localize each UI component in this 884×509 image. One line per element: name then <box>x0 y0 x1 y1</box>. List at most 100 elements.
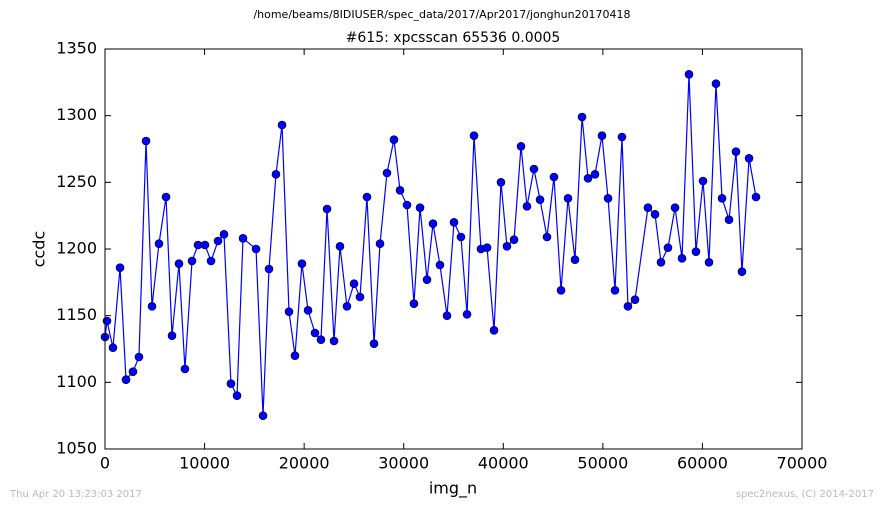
suptitle: /home/beams/8IDIUSER/spec_data/2017/Apr2… <box>253 8 630 21</box>
data-point <box>174 259 184 268</box>
data-point <box>251 244 261 254</box>
data-point <box>663 243 673 252</box>
data-point <box>335 242 345 251</box>
y-tick-label: 1300 <box>56 105 97 124</box>
data-point <box>563 194 573 203</box>
x-tick-label: 70000 <box>777 454 828 473</box>
data-point <box>610 286 620 295</box>
data-point <box>684 70 694 79</box>
data-point <box>219 230 229 239</box>
data-point <box>603 194 613 203</box>
data-point <box>711 79 721 88</box>
x-tick-label: 50000 <box>577 454 628 473</box>
y-tick-label: 1150 <box>56 305 97 324</box>
data-point <box>115 263 125 272</box>
data-point <box>108 343 118 352</box>
data-point <box>284 307 294 316</box>
data-point <box>691 247 701 256</box>
data-point <box>516 142 526 151</box>
data-point <box>744 154 754 163</box>
data-point <box>342 302 352 311</box>
data-point <box>395 186 405 195</box>
data-point <box>422 275 432 284</box>
data-point <box>529 164 539 174</box>
data-point <box>134 352 144 362</box>
data-point <box>535 195 545 204</box>
data-point <box>382 168 392 178</box>
data-point <box>656 258 666 267</box>
data-point <box>670 203 680 212</box>
data-point <box>102 316 112 326</box>
data-point <box>200 240 210 250</box>
data-point <box>226 379 236 388</box>
data-point <box>277 120 287 130</box>
data-point <box>577 112 587 122</box>
data-point <box>623 302 633 311</box>
data-point <box>402 200 412 210</box>
data-point <box>570 255 580 264</box>
data-point <box>213 236 223 246</box>
data-point <box>329 336 339 346</box>
data-point <box>415 203 425 212</box>
data-point <box>206 256 216 266</box>
data-point <box>751 192 761 202</box>
data-point <box>187 256 197 266</box>
x-axis-label: img_n <box>429 479 477 499</box>
data-point <box>290 351 300 360</box>
data-point <box>180 364 190 374</box>
data-point <box>717 194 727 203</box>
data-point <box>442 311 452 320</box>
chart-title: #615: xpcsscan 65536 0.0005 <box>346 30 561 46</box>
data-point <box>509 235 519 244</box>
data-point <box>141 136 151 146</box>
x-tick-label: 30000 <box>378 454 429 473</box>
x-tick-label: 10000 <box>179 454 230 473</box>
data-point <box>643 203 653 212</box>
data-point <box>704 258 714 267</box>
data-point <box>542 232 552 242</box>
data-point <box>435 260 445 270</box>
data-point <box>428 219 438 228</box>
y-tick-label: 1250 <box>56 172 97 191</box>
data-point <box>556 286 566 295</box>
data-point <box>731 147 741 156</box>
data-point <box>496 178 506 187</box>
y-tick-label: 1050 <box>56 439 97 458</box>
data-point <box>737 267 747 276</box>
data-point <box>121 375 131 384</box>
data-point <box>630 295 640 304</box>
data-point <box>349 279 359 288</box>
data-point <box>322 204 332 214</box>
data-point <box>389 135 399 144</box>
data-point <box>650 210 660 219</box>
data-point <box>297 259 307 268</box>
footer-left: Thu Apr 20 13:23:03 2017 <box>9 489 142 500</box>
x-tick-label: 60000 <box>677 454 728 473</box>
data-point <box>462 310 472 319</box>
data-point <box>161 192 171 202</box>
x-tick-label: 0 <box>100 454 110 473</box>
data-point <box>310 328 320 338</box>
data-point <box>597 131 607 140</box>
data-point <box>128 367 138 376</box>
data-point <box>482 243 492 252</box>
data-point <box>677 254 687 263</box>
data-point <box>167 331 177 340</box>
data-point <box>449 218 459 227</box>
y-tick-label: 1350 <box>56 39 97 58</box>
data-point <box>232 391 242 400</box>
data-point <box>303 306 313 315</box>
data-point <box>456 232 466 242</box>
data-point <box>549 172 559 182</box>
data-point <box>522 202 532 211</box>
x-tick-label: 20000 <box>279 454 330 473</box>
data-point <box>154 239 164 248</box>
data-point <box>369 339 379 348</box>
data-point <box>469 131 479 140</box>
data-point <box>489 326 499 335</box>
data-point <box>147 302 157 311</box>
plot-frame <box>104 48 803 450</box>
